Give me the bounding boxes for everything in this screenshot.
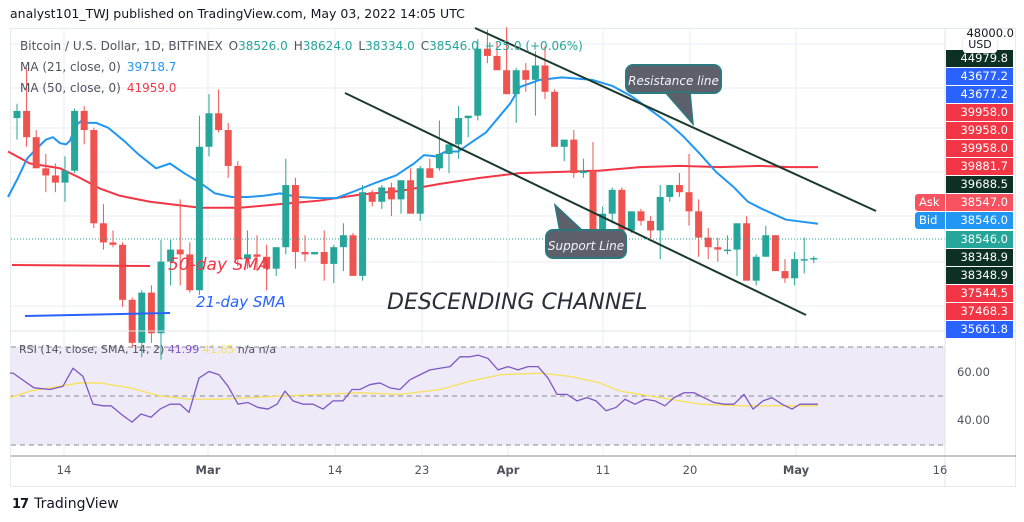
- price-tag: 39958.0: [946, 140, 1013, 157]
- resistance-line-callout[interactable]: Resistance line: [625, 64, 722, 94]
- price-tick-top: 48000.0: [966, 26, 1014, 40]
- price-tag: 39958.0: [946, 104, 1013, 121]
- rsi-tick-60: 60.00: [957, 365, 990, 379]
- price-tag: 37544.5: [946, 285, 1013, 302]
- price-tag: 37468.3: [946, 303, 1013, 320]
- support-line-callout[interactable]: Support Line: [545, 229, 627, 259]
- price-tag: 38547.0: [946, 194, 1013, 211]
- low-value: 38334.0: [365, 39, 415, 53]
- time-tick: 16: [932, 463, 948, 477]
- currency-label[interactable]: USD: [963, 37, 997, 53]
- chart-legend: Bitcoin / U.S. Dollar, 1D, BITFINEX O385…: [20, 36, 583, 99]
- change-value: +25.0 (+0.06%): [484, 39, 583, 53]
- time-tick: 20: [682, 463, 698, 477]
- time-tick: Apr: [496, 463, 520, 477]
- published-by-line: analyst101_TWJ published on TradingView.…: [10, 6, 465, 21]
- price-tag: 38546.0: [946, 212, 1013, 229]
- ma50-label[interactable]: MA (50, close, 0): [20, 81, 121, 95]
- price-tag: 38348.9: [946, 249, 1013, 266]
- price-tag: 44979.8: [946, 50, 1013, 67]
- price-tag: 43677.2: [946, 68, 1013, 85]
- price-tag: 38348.9: [946, 267, 1013, 284]
- time-tick: 14: [327, 463, 343, 477]
- open-label: O: [228, 39, 239, 53]
- sma50-annotation[interactable]: 50-day SMA: [168, 255, 270, 275]
- price-tag: 35661.8: [946, 321, 1013, 338]
- time-tick: Mar: [195, 463, 221, 477]
- bid-label: Bid: [915, 212, 945, 229]
- high-label: H: [293, 39, 303, 53]
- tradingview-logo-icon: 17: [12, 496, 29, 512]
- price-tag: 39881.7: [946, 158, 1013, 175]
- time-tick: 11: [595, 463, 611, 477]
- price-tag: 38546.0: [946, 231, 1013, 248]
- rsi-level-lines: [11, 346, 945, 446]
- close-label: C: [420, 39, 430, 53]
- close-value: 38546.0: [429, 39, 479, 53]
- symbol-title[interactable]: Bitcoin / U.S. Dollar, 1D, BITFINEX: [20, 39, 223, 53]
- ma50-value: 41959.0: [126, 81, 177, 95]
- rsi-tick-40: 40.00: [957, 413, 990, 427]
- sma21-annotation[interactable]: 21-day SMA: [196, 293, 286, 311]
- open-value: 38526.0: [238, 39, 288, 53]
- rsi-sma-value: 41.65: [202, 343, 235, 356]
- chart-frame: [10, 28, 1016, 487]
- rsi-lines: [9, 354, 818, 423]
- ma21-label[interactable]: MA (21, close, 0): [20, 60, 121, 74]
- tradingview-logo[interactable]: 17 TradingView: [12, 496, 119, 512]
- price-tag: 39688.5: [946, 176, 1013, 193]
- rsi-legend: RSI (14, close, SMA, 14, 2) 41.99 41.65 …: [19, 343, 276, 356]
- high-value: 38624.0: [302, 39, 353, 53]
- low-label: L: [358, 39, 366, 53]
- time-tick: 14: [56, 463, 72, 477]
- rsi-na-2: n/a: [258, 343, 277, 356]
- rsi-title[interactable]: RSI (14, close, SMA, 14, 2): [19, 343, 165, 356]
- tradingview-brand: TradingView: [34, 496, 119, 512]
- rsi-value: 41.99: [167, 343, 200, 356]
- rsi-na-1: n/a: [237, 343, 256, 356]
- ma21-value: 39718.7: [126, 60, 177, 74]
- price-tag: 43677.2: [946, 86, 1013, 103]
- descending-channel-annotation[interactable]: DESCENDING CHANNEL: [387, 290, 648, 315]
- price-tag: 39958.0: [946, 122, 1013, 139]
- ask-label: Ask: [915, 194, 945, 211]
- time-tick: 23: [414, 463, 430, 477]
- time-tick: May: [782, 463, 810, 477]
